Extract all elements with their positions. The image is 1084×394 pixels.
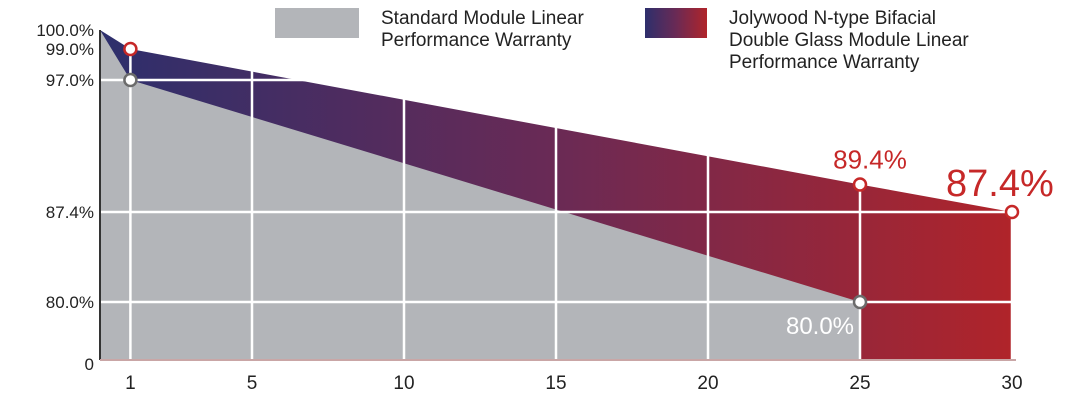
x-tick-label: 5 bbox=[247, 373, 258, 394]
y-tick-label: 0 bbox=[85, 355, 94, 374]
legend-standard: Standard Module Linear Performance Warra… bbox=[275, 8, 641, 52]
y-tick-label: 80.0% bbox=[46, 293, 94, 312]
marker-standard bbox=[123, 72, 138, 88]
legend-standard-line: Standard Module Linear bbox=[381, 8, 584, 29]
x-tick-label: 10 bbox=[393, 373, 414, 394]
legend-jolywood-line: Performance Warranty bbox=[729, 52, 920, 73]
y-tick-label: 97.0% bbox=[46, 71, 94, 90]
legend-label-standard: Standard Module Linear Performance Warra… bbox=[381, 8, 641, 52]
data-label-87-4: 87.4% bbox=[946, 163, 1054, 205]
y-tick-label: 100.0% bbox=[36, 21, 94, 40]
x-tick-label: 20 bbox=[697, 373, 718, 394]
legend-standard-line: Performance Warranty bbox=[381, 30, 572, 51]
y-tick-label: 99.0% bbox=[46, 40, 94, 59]
x-tick-label: 1 bbox=[125, 373, 136, 394]
area-standard bbox=[100, 30, 860, 360]
legend-swatch-standard bbox=[275, 8, 359, 38]
marker-jolywood bbox=[1004, 204, 1020, 220]
x-tick-label: 25 bbox=[849, 373, 870, 394]
data-label-89-4: 89.4% bbox=[833, 145, 907, 175]
legend-label-jolywood: Jolywood N-type Bifacial Double Glass Mo… bbox=[729, 8, 1059, 74]
marker-jolywood bbox=[123, 41, 138, 57]
legend-jolywood-line: Jolywood N-type Bifacial bbox=[729, 8, 936, 29]
legend-jolywood-line: Double Glass Module Linear bbox=[729, 30, 969, 51]
legend-jolywood: Jolywood N-type Bifacial Double Glass Mo… bbox=[645, 8, 1059, 74]
x-tick-label: 30 bbox=[1001, 373, 1022, 394]
data-label-80-0: 80.0% bbox=[786, 313, 854, 340]
marker-jolywood bbox=[852, 177, 868, 192]
x-tick-label: 15 bbox=[545, 373, 566, 394]
marker-standard bbox=[852, 294, 868, 310]
y-tick-label: 87.4% bbox=[46, 203, 94, 222]
legend-swatch-jolywood bbox=[645, 8, 707, 38]
